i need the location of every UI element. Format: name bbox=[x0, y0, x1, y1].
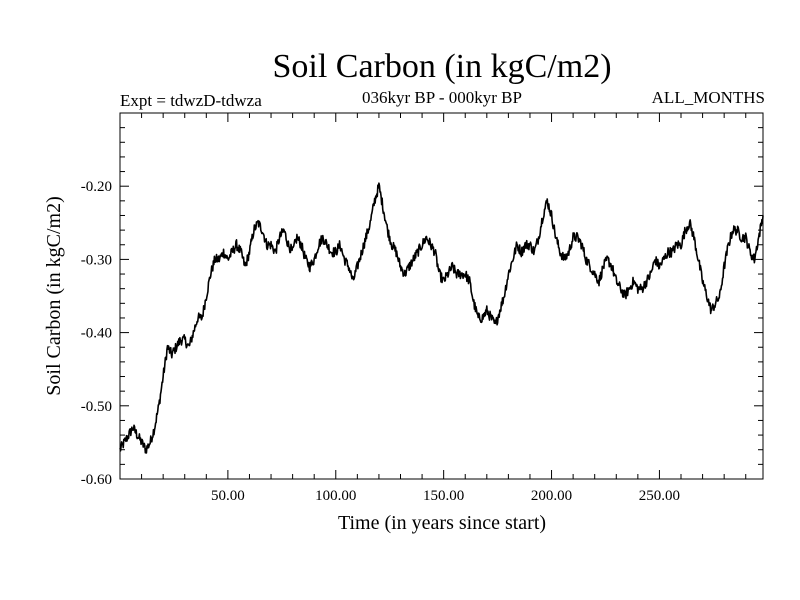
y-tick-label: -0.40 bbox=[81, 326, 112, 342]
y-tick-label: -0.60 bbox=[81, 472, 112, 488]
y-axis-label: Soil Carbon (in kgC/m2) bbox=[43, 196, 65, 395]
x-tick-label: 50.00 bbox=[211, 488, 245, 504]
y-tick-label: -0.30 bbox=[81, 252, 112, 268]
data-series-line bbox=[119, 182, 764, 454]
x-tick-label: 200.00 bbox=[531, 488, 572, 504]
x-axis-label: Time (in years since start) bbox=[338, 512, 546, 534]
chart-title: Soil Carbon (in kgC/m2) bbox=[272, 48, 611, 85]
y-tick-label: -0.20 bbox=[81, 179, 112, 195]
y-tick-label: -0.50 bbox=[81, 399, 112, 415]
plot-area: 50.00 100.00 150.00 200.00 250.00 -0.60 -0.50 -… bbox=[81, 112, 764, 504]
experiment-label: Expt = tdwzD-tdwza bbox=[120, 91, 262, 110]
plot-frame bbox=[119, 112, 764, 480]
period-label: 036kyr BP - 000kyr BP bbox=[362, 88, 522, 107]
months-label: ALL_MONTHS bbox=[652, 88, 765, 107]
x-tick-label: 100.00 bbox=[315, 488, 356, 504]
x-tick-label: 150.00 bbox=[423, 488, 464, 504]
x-tick-label: 250.00 bbox=[639, 488, 680, 504]
